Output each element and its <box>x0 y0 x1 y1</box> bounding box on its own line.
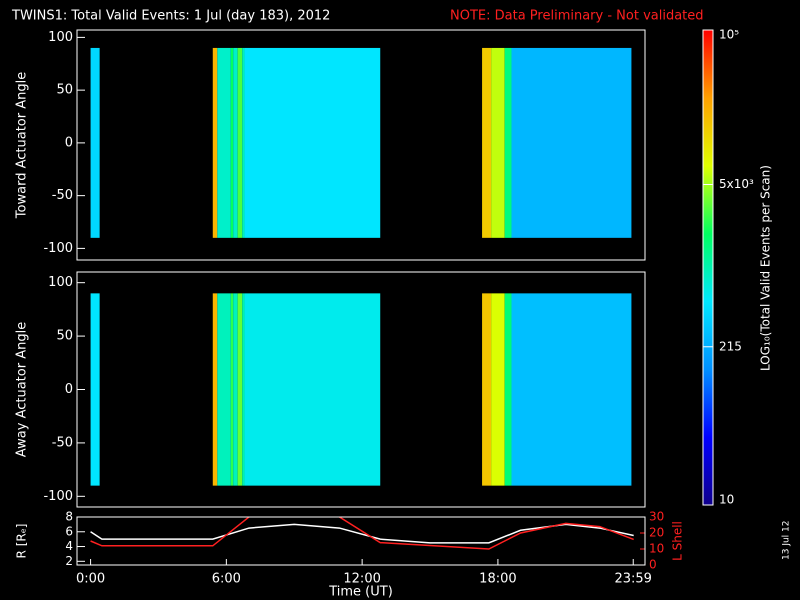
y2-tick-label: 20 <box>649 526 664 540</box>
plot-area <box>90 47 632 238</box>
y-tick-label: -50 <box>52 188 73 203</box>
plot-area <box>90 517 634 550</box>
y-tick-label: -100 <box>43 489 73 504</box>
y-axis-label: R [Rₑ] <box>15 524 29 559</box>
heatmap-cell <box>242 47 245 238</box>
heatmap-cell <box>482 47 492 238</box>
colorbar-tick-label: 10⁵ <box>719 28 739 42</box>
line-series <box>90 517 634 550</box>
colorbar-tick-label: 5x10³ <box>719 177 754 191</box>
heatmap-cell <box>244 47 381 238</box>
colorbar-tick-label: 10 <box>719 493 734 507</box>
y-tick-label: 6 <box>65 524 73 538</box>
line-series <box>90 523 634 544</box>
heatmap-cell <box>230 293 234 486</box>
heatmap-cell <box>504 293 512 486</box>
y-axis-label: Away Actuator Angle <box>15 322 30 457</box>
heatmap-cell <box>491 293 505 486</box>
chart-title: TWINS1: Total Valid Events: 1 Jul (day 1… <box>11 9 330 24</box>
y-tick-label: -100 <box>43 241 73 256</box>
y-tick-label: 8 <box>65 510 73 524</box>
y-tick-label: 2 <box>65 554 73 568</box>
heatmap-cell <box>491 47 505 238</box>
x-tick-label: 23:59 <box>614 572 651 587</box>
heatmap-cell <box>511 293 632 486</box>
heatmap-cell <box>233 47 238 238</box>
y-tick-label: 50 <box>56 83 73 98</box>
heatmap-cell <box>217 47 231 238</box>
note: NOTE: Data Preliminary - Not validated <box>450 9 704 24</box>
y-tick-label: 50 <box>56 329 73 344</box>
heatmap-cell <box>511 47 632 238</box>
y-tick-label: 0 <box>65 382 73 397</box>
plot-area <box>90 293 632 486</box>
y-axis-label: Toward Actuator Angle <box>15 72 30 219</box>
colorbar-tick-label: 215 <box>719 339 742 353</box>
colorbar <box>702 29 714 506</box>
heatmap-cell <box>90 47 100 238</box>
panel-frame <box>76 516 646 566</box>
panel-frame <box>76 29 646 261</box>
heatmap-cell <box>217 293 231 486</box>
x-tick-label: 6:00 <box>212 572 241 587</box>
heatmap-cell <box>212 47 218 238</box>
date-stamp: 13 Jul 12 <box>782 521 792 561</box>
heatmap-cell <box>482 293 492 486</box>
panel-frame <box>76 271 646 508</box>
y2-tick-label: 30 <box>649 510 664 524</box>
heatmap-cell <box>504 47 512 238</box>
heatmap-cell <box>237 293 243 486</box>
y2-axis-label: L Shell <box>671 521 685 561</box>
y-tick-label: 100 <box>48 275 73 290</box>
x-tick-label: 0:00 <box>76 572 105 587</box>
y-tick-label: -50 <box>52 435 73 450</box>
heatmap-cell <box>212 293 218 486</box>
x-tick-label: 18:00 <box>479 572 516 587</box>
y2-tick-label: 10 <box>649 542 664 556</box>
y-tick-label: 0 <box>65 135 73 150</box>
heatmap-cell <box>244 293 381 486</box>
heatmap-cell <box>237 47 243 238</box>
x-axis-label: Time (UT) <box>328 585 393 600</box>
heatmap-cell <box>233 293 238 486</box>
heatmap-cell <box>90 293 100 486</box>
y-tick-label: 4 <box>65 539 73 553</box>
y-tick-label: 100 <box>48 30 73 45</box>
heatmap-cell <box>230 47 234 238</box>
colorbar-label: LOG₁₀(Total Valid Events per Scan) <box>759 165 773 371</box>
x-tick-label: 12:00 <box>343 572 380 587</box>
heatmap-cell <box>242 293 245 486</box>
y2-tick-label: 0 <box>649 558 657 572</box>
